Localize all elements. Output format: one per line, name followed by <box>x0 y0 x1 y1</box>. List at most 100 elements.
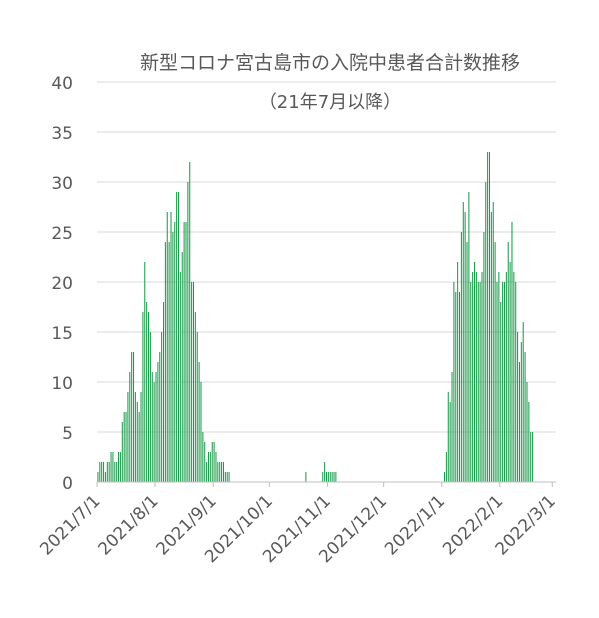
bar <box>492 202 494 482</box>
bar <box>110 452 112 482</box>
bar <box>526 382 528 482</box>
bar <box>215 452 217 482</box>
bar <box>470 282 472 482</box>
bar <box>123 412 125 482</box>
bar <box>138 412 140 482</box>
bar <box>196 332 198 482</box>
bar <box>161 332 163 482</box>
bar <box>176 192 178 482</box>
bar <box>445 452 447 482</box>
x-tick-label: 2021/8/1 <box>94 491 162 559</box>
bar <box>200 382 202 482</box>
bar <box>213 442 215 482</box>
x-tick-label: 2022/1/1 <box>381 491 449 559</box>
bar <box>473 262 476 482</box>
bar <box>459 292 461 482</box>
bar <box>133 352 135 482</box>
bar <box>335 472 337 482</box>
bar <box>462 202 464 482</box>
bar <box>183 222 185 482</box>
bar <box>159 352 161 482</box>
bar <box>99 462 101 482</box>
bar <box>221 462 223 482</box>
bar <box>164 242 166 482</box>
bar <box>505 272 507 482</box>
x-axis <box>96 481 556 487</box>
y-tick-label: 0 <box>62 474 73 494</box>
x-tick-label: 2021/7/1 <box>36 491 104 559</box>
bar <box>322 472 324 482</box>
bar <box>179 272 181 482</box>
bar <box>509 262 511 482</box>
bar <box>192 282 194 482</box>
y-tick-label: 35 <box>51 124 73 144</box>
bar <box>129 372 131 482</box>
bar <box>511 222 513 482</box>
bar <box>181 252 183 482</box>
chart-subtitle: （21年7月以降） <box>258 92 402 113</box>
bar <box>116 462 118 482</box>
y-tick-label: 5 <box>62 424 73 444</box>
gridlines <box>97 81 556 433</box>
bar <box>327 472 329 482</box>
bar <box>507 242 509 482</box>
bar <box>172 232 174 482</box>
bar <box>466 242 468 482</box>
bar <box>305 472 307 482</box>
bar <box>530 432 532 482</box>
bar <box>490 212 492 482</box>
bar <box>333 472 335 482</box>
bar <box>485 182 487 482</box>
bar <box>331 472 333 482</box>
bar <box>472 272 474 482</box>
bar <box>457 262 459 482</box>
bar <box>460 232 462 482</box>
bar <box>168 242 170 482</box>
y-axis-labels: 0 5 10 15 20 25 30 35 40 <box>51 74 73 494</box>
bars <box>97 152 534 482</box>
bar <box>108 462 110 482</box>
bar <box>517 332 519 482</box>
bar <box>177 192 180 482</box>
bar <box>513 272 515 482</box>
bar <box>496 282 498 482</box>
bar <box>329 472 331 482</box>
bar <box>121 422 123 482</box>
bar <box>444 472 446 482</box>
bar <box>140 392 142 482</box>
y-tick-label: 20 <box>51 274 73 294</box>
bar <box>144 262 146 482</box>
bar <box>464 212 466 482</box>
x-axis-labels: 2021/7/12021/8/12021/9/12021/10/12021/11… <box>36 491 559 567</box>
bar <box>118 452 120 482</box>
bar <box>189 162 191 482</box>
y-tick-label: 10 <box>51 374 73 394</box>
bar <box>219 462 221 482</box>
bar <box>101 462 103 482</box>
bar <box>114 462 116 482</box>
y-tick-label: 25 <box>51 224 73 244</box>
bar <box>146 302 148 482</box>
bar <box>202 432 204 482</box>
bar <box>453 282 455 482</box>
bar <box>494 242 496 482</box>
bar <box>119 452 121 482</box>
bar <box>166 212 168 482</box>
bar <box>136 402 138 482</box>
bar <box>162 302 165 482</box>
bar <box>151 372 153 482</box>
bar <box>532 432 534 482</box>
bar <box>207 452 209 482</box>
bar <box>149 332 151 482</box>
bar <box>106 462 108 482</box>
bar <box>104 472 106 482</box>
bar <box>217 462 219 482</box>
bar <box>224 472 226 482</box>
bar <box>481 272 483 482</box>
bar <box>522 322 524 482</box>
bar <box>209 452 211 482</box>
bar <box>477 282 479 482</box>
bar <box>503 282 505 482</box>
